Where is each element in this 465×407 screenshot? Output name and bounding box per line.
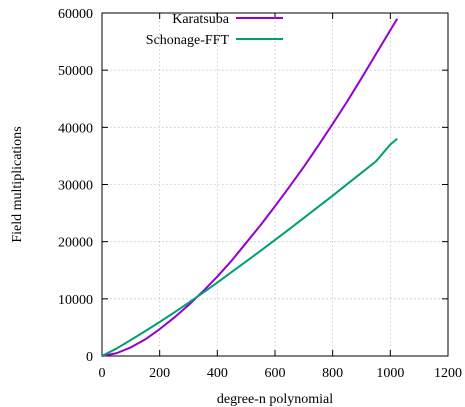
y-axis-title: Field multiplications [10,126,25,242]
series-layer [101,18,399,357]
y-tick-label: 20000 [58,236,93,251]
y-tick-label: 0 [86,350,93,365]
series-line-schonage-fft [101,137,398,357]
series-line-karatsuba [101,18,399,357]
legend-label-karatsuba: Karatsuba [172,12,230,27]
x-tick-label: 400 [207,366,228,381]
axis-ticks [101,12,449,357]
x-tick-label: 0 [99,366,106,381]
y-tick-label: 50000 [58,64,93,79]
x-tick-label: 1200 [434,366,462,381]
grid [102,13,448,356]
y-tick-label: 10000 [58,293,93,308]
y-tick-label: 30000 [58,179,93,194]
y-tick-label: 40000 [58,121,93,136]
x-tick-label: 200 [149,366,170,381]
legend: Karatsuba Schonage-FFT [146,12,283,48]
legend-label-schonage-fft: Schonage-FFT [146,33,230,48]
x-axis-title: degree-n polynomial [217,392,333,407]
y-tick-label: 60000 [58,7,93,22]
tick-labels: 0 200 400 600 800 1000 1200 0 10000 20000 30000 400… [58,7,462,381]
x-tick-label: 600 [265,366,286,381]
x-tick-label: 1000 [376,366,404,381]
x-tick-label: 800 [322,366,343,381]
